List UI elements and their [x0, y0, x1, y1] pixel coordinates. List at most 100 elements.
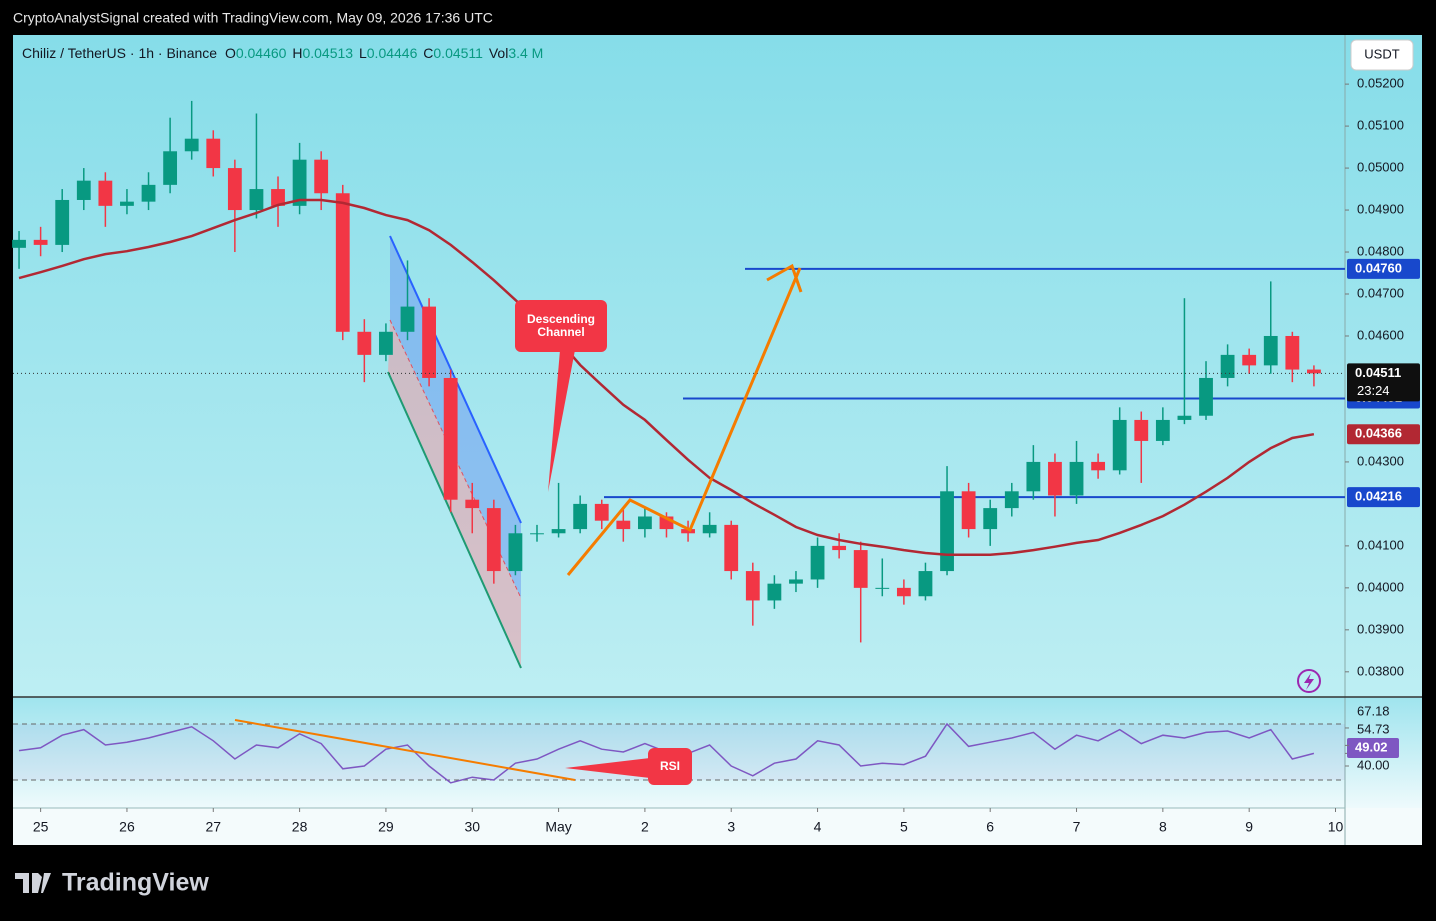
x-tick-label: 9 [1245, 819, 1253, 835]
candle-body [896, 587, 911, 597]
y-tick-label: 0.04700 [1357, 285, 1404, 300]
y-tick-label: 0.04300 [1357, 453, 1404, 468]
callout-line: Channel [537, 325, 584, 339]
candle-body [314, 159, 329, 194]
x-tick-label: 10 [1328, 819, 1344, 835]
x-tick-label: 27 [205, 819, 221, 835]
candle-body [530, 533, 544, 535]
candle-body [1134, 419, 1149, 441]
candle-body [1242, 354, 1257, 366]
symbol: Chiliz / TetherUS · 1h · Binance [22, 45, 217, 61]
callout-tail [548, 350, 575, 492]
x-tick-label: 5 [900, 819, 908, 835]
legend-value: 0.04446 [367, 45, 418, 61]
candle-body [1112, 419, 1127, 471]
candle-body [961, 491, 976, 530]
x-tick-label: 30 [464, 819, 480, 835]
y-tick-label: 0.03800 [1357, 663, 1404, 678]
time-axis [13, 808, 1422, 845]
rsi-tick-label: 40.00 [1357, 757, 1390, 772]
candle-body [1069, 461, 1084, 496]
candle-body [422, 306, 436, 378]
rsi-trendline [234, 719, 576, 781]
y-tick-label: 0.05100 [1357, 118, 1404, 133]
rsi-value-box [1347, 738, 1399, 759]
y-tick-label: 0.04900 [1357, 201, 1404, 216]
moving-average [18, 198, 1315, 556]
candle-body [1004, 491, 1019, 509]
candle-body [1285, 335, 1300, 370]
x-tick-label: May [545, 819, 571, 835]
arrow-head [766, 263, 803, 293]
candle-body [400, 306, 415, 332]
legend-key: O [225, 45, 236, 61]
callout-box [648, 748, 692, 785]
projection-arrow [566, 267, 802, 576]
candle-body [1220, 354, 1235, 378]
candle-body [76, 180, 91, 200]
candle-body [206, 138, 221, 169]
candle-body [810, 545, 825, 580]
y-tick-label: 0.04100 [1357, 537, 1404, 552]
candle-body [1177, 415, 1192, 420]
candle-body [98, 180, 113, 206]
candle-body [940, 491, 954, 572]
candle-body [637, 516, 652, 530]
level-label-box [1347, 487, 1420, 508]
candle-body [1048, 461, 1062, 496]
x-tick-label: 29 [378, 819, 394, 835]
channel-line [387, 371, 522, 669]
candle-body [508, 533, 523, 572]
level-label: 0.04760 [1355, 260, 1402, 275]
x-tick-label: 25 [33, 819, 49, 835]
candle-body [983, 508, 998, 530]
x-tick-label: 7 [1073, 819, 1081, 835]
rsi-value-label: 49.02 [1355, 739, 1388, 754]
candle-body [1263, 335, 1278, 366]
currency: USDT [1364, 46, 1399, 61]
candle-body [12, 239, 26, 248]
legend-value: 3.4 M [508, 45, 543, 61]
callout-line: Descending [527, 312, 595, 326]
candle-body [184, 138, 199, 152]
y-tick-label: 0.04600 [1357, 327, 1404, 342]
candle-body [616, 520, 631, 530]
countdown: 23:24 [1357, 383, 1390, 398]
candle-body [163, 151, 178, 185]
callout-box [515, 300, 607, 352]
legend: Chiliz / TetherUS · 1h · Binance O0.0446… [22, 45, 543, 61]
y-tick-label: 0.03900 [1357, 621, 1404, 636]
candle-body [724, 524, 739, 572]
callout-text: Descending Channel [527, 312, 595, 339]
candle-body [745, 571, 760, 601]
candle-body [357, 331, 372, 355]
candle-body [443, 377, 458, 500]
level-label: 0.04216 [1355, 489, 1402, 504]
candle-body [249, 189, 264, 211]
candle-body [767, 583, 782, 601]
legend-value: 0.04513 [302, 45, 353, 61]
candle-body [465, 499, 480, 509]
alert-bolt [1304, 673, 1314, 690]
legend-key: C [423, 45, 433, 61]
callout-tail [565, 758, 650, 778]
last-price-box [1347, 363, 1420, 402]
candle-body [918, 571, 933, 597]
candle-body [853, 550, 868, 588]
callout-text: RSI [660, 759, 680, 773]
candle-body [789, 579, 803, 584]
candle-body [1155, 419, 1170, 441]
alert-icon[interactable] [1297, 669, 1321, 693]
currency-button[interactable] [1350, 39, 1414, 71]
ma-label: 0.04366 [1355, 426, 1402, 441]
candle-body [551, 529, 566, 534]
legend-value: 0.04511 [433, 45, 483, 61]
x-tick-label: 6 [986, 819, 994, 835]
y-tick-label: 0.04000 [1357, 579, 1404, 594]
candle-body [1199, 377, 1213, 416]
candle-body [335, 193, 350, 332]
x-tick-label: 26 [119, 819, 135, 835]
legend-key: H [292, 45, 302, 61]
candle-body [292, 159, 307, 206]
